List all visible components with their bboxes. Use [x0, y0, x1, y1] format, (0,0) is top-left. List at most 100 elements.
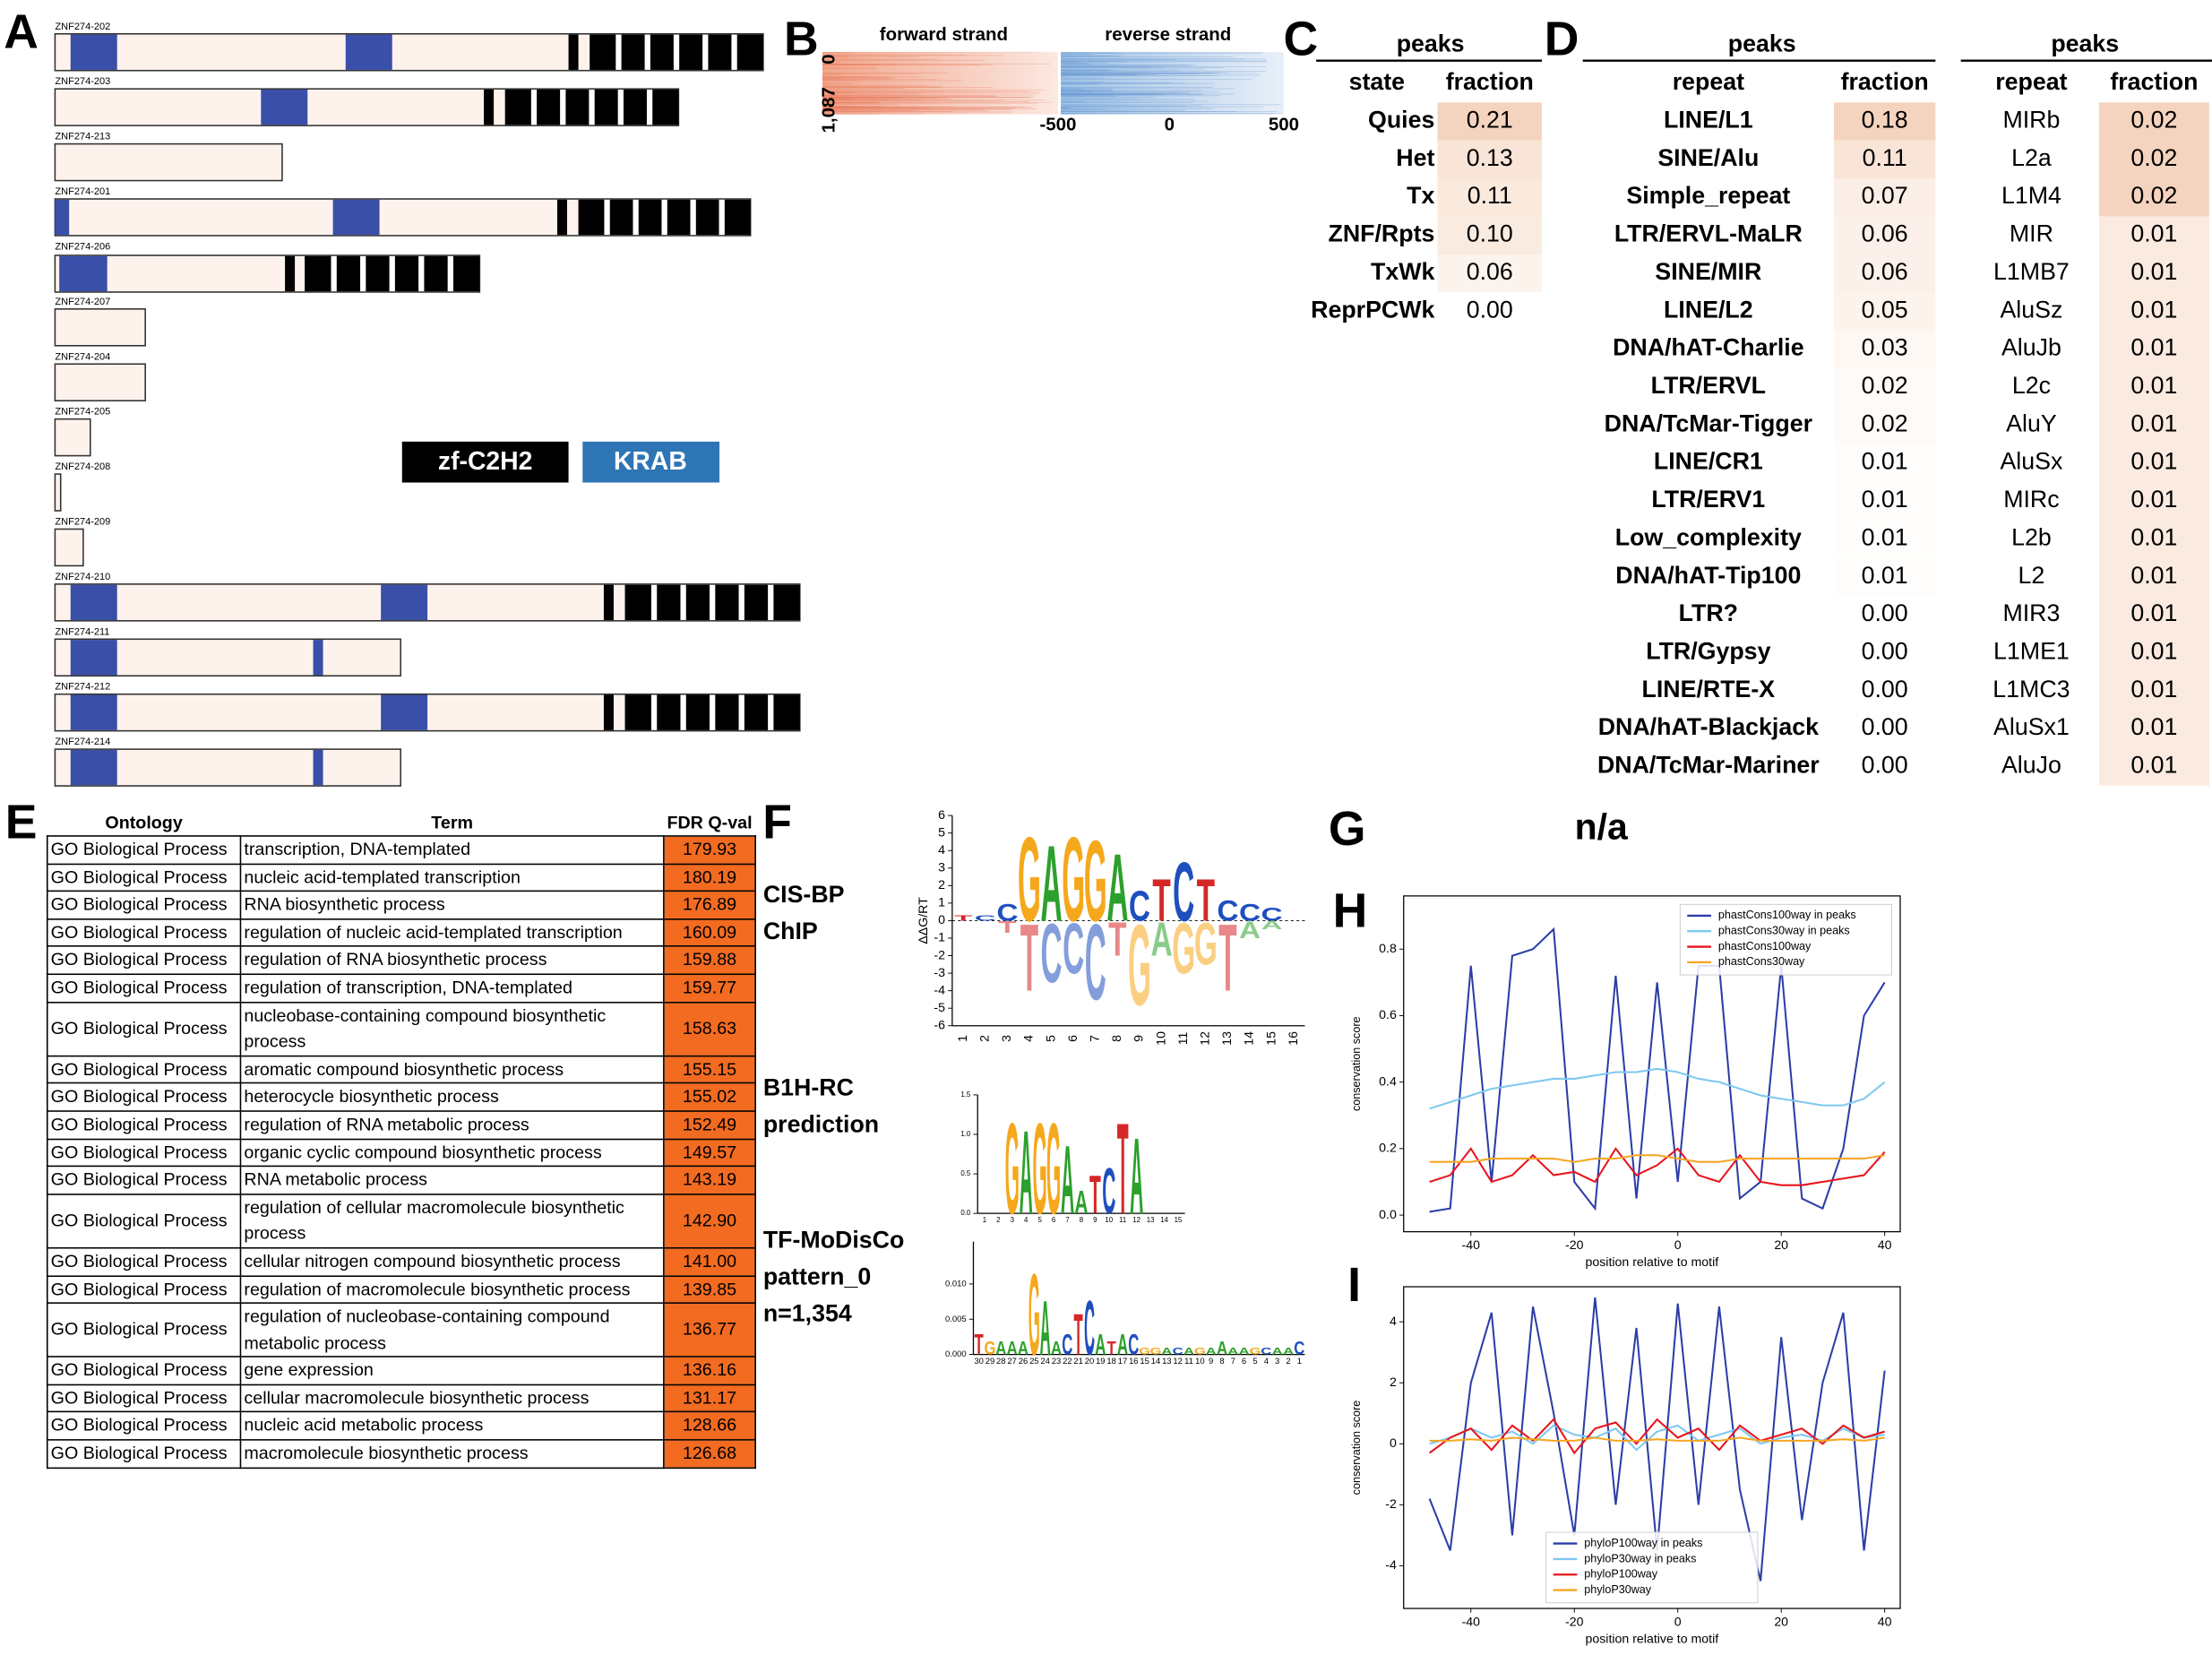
x-tick-label: -20	[1565, 1616, 1584, 1630]
x-tick-label: 8	[1080, 1216, 1084, 1224]
logo-letter: T	[954, 914, 973, 922]
column-header: fraction	[2110, 68, 2198, 95]
x-tick-label: 11	[1184, 1357, 1193, 1366]
logo-letter: A	[1130, 1117, 1143, 1237]
legend-swatch	[401, 441, 569, 483]
logo-letter: C	[1261, 1346, 1271, 1357]
x-tick-label: 2	[996, 1216, 1000, 1224]
transcript-name: ZNF274-208	[55, 461, 110, 472]
row-name: MIR3	[2002, 599, 2060, 626]
table-header: peaks	[1397, 30, 1465, 56]
y-tick-label: -5	[934, 1001, 945, 1015]
krab-domain	[345, 34, 392, 70]
transcript-name: ZNF274-213	[55, 132, 110, 142]
column-header: fraction	[1446, 68, 1534, 95]
logo-letter: T	[1108, 914, 1126, 967]
x-tick-label: 1	[983, 1216, 986, 1224]
fraction-shade	[2099, 254, 2209, 293]
logo-letter: T	[1117, 1096, 1129, 1241]
column-header: fraction	[1841, 68, 1929, 95]
fdr-q-val: 126.68	[663, 1439, 756, 1469]
fraction-shade	[1833, 330, 1936, 368]
plot-frame	[1403, 895, 1901, 1233]
x-tick-label: -40	[1462, 1238, 1481, 1253]
table-row: GO Biological Process gene expression 136.…	[46, 1356, 756, 1386]
row-fraction: 0.02	[2130, 144, 2177, 171]
table-row: GO Biological Process cellular nitrogen c…	[46, 1246, 756, 1277]
legend-label: phastCons100way in peaks	[1718, 909, 1856, 921]
krab-domain	[70, 694, 117, 730]
logo-letter: C	[1062, 1330, 1072, 1361]
krab-domain	[261, 89, 308, 125]
strand-label: forward strand	[880, 24, 1008, 45]
x-tick-label: -40	[1462, 1616, 1481, 1630]
y-tick-label: 1	[938, 896, 945, 910]
table-row: GO Biological Process aromatic compound b…	[46, 1055, 756, 1084]
logo-letter: T	[975, 1330, 984, 1361]
row-fraction: 0.18	[1862, 106, 1908, 133]
zf-domain	[603, 694, 614, 730]
series-line	[1429, 1067, 1886, 1110]
table-row: GO Biological Process regulation of cellu…	[46, 1193, 756, 1249]
logo-letter: T	[1020, 903, 1038, 1011]
transcript-bar	[54, 308, 146, 347]
zf-gap	[731, 34, 737, 70]
zf-gap	[673, 34, 680, 70]
row-name: LINE/L1	[1664, 106, 1753, 133]
row-name: ZNF/Rpts	[1328, 220, 1434, 247]
x-tick-label: -20	[1565, 1238, 1584, 1253]
term: regulation of macromolecule biosynthetic…	[239, 1274, 665, 1305]
y-tick-label: 0	[1390, 1436, 1397, 1451]
method-label: B1H-RC	[763, 1074, 854, 1101]
table-row: GO Biological Process regulation of RNA b…	[46, 945, 756, 975]
fdr-q-val: 176.89	[663, 890, 756, 920]
row-name: LTR?	[1679, 599, 1738, 626]
y-tick-label: 1,087	[818, 87, 839, 133]
ontology: GO Biological Process	[46, 1383, 242, 1413]
zf-domain	[568, 34, 579, 70]
fraction-shade	[1833, 216, 1936, 254]
x-tick-label: 500	[1269, 115, 1299, 135]
term: transcription, DNA-templated	[239, 835, 665, 865]
na-text: n/a	[1575, 806, 1629, 848]
series-line	[1428, 1418, 1885, 1455]
legend-label: phyloP100way in peaks	[1584, 1537, 1702, 1549]
term: organic cyclic compound biosynthetic pro…	[239, 1137, 665, 1168]
y-tick-label: 2	[938, 878, 945, 892]
row-fraction: 0.01	[2130, 523, 2177, 550]
logo-letter: A	[1061, 1125, 1074, 1235]
x-tick-label: 19	[1096, 1357, 1105, 1366]
row-name: Simple_repeat	[1626, 182, 1790, 209]
fdr-q-val: 179.93	[663, 835, 756, 865]
row-name: SINE/MIR	[1655, 258, 1761, 285]
term: aromatic compound biosynthetic process	[239, 1055, 665, 1084]
x-tick-label: 3	[1011, 1216, 1015, 1224]
logo-letter: C	[1261, 903, 1283, 925]
fdr-q-val: 136.77	[663, 1302, 756, 1358]
x-axis-label: position relative to motif	[1585, 1632, 1718, 1646]
row-name: DNA/TcMar-Tigger	[1605, 409, 1812, 436]
row-name: AluJo	[2001, 752, 2061, 779]
term: RNA biosynthetic process	[239, 890, 665, 920]
row-fraction: 0.10	[1467, 220, 1513, 247]
x-tick-label: 16	[1129, 1357, 1139, 1366]
fdr-q-val: 131.17	[663, 1383, 756, 1413]
ontology: GO Biological Process	[46, 863, 242, 892]
x-tick-label: 5	[1252, 1357, 1257, 1366]
zf-gap	[738, 694, 745, 730]
y-tick-label: -3	[934, 966, 945, 980]
x-tick-label: 12	[1132, 1216, 1140, 1224]
term: nucleic acid metabolic process	[239, 1411, 665, 1441]
logo-letter: A	[1106, 833, 1128, 941]
y-axis-label: conservation score	[1350, 1401, 1363, 1496]
logo-letter: T	[1197, 867, 1215, 935]
series-line	[1429, 1147, 1886, 1186]
x-tick-label: 4	[1022, 1035, 1037, 1042]
row-fraction: 0.00	[1862, 676, 1908, 703]
fraction-shade	[1833, 367, 1936, 407]
row-fraction: 0.00	[1467, 296, 1513, 323]
y-tick-label: 3	[938, 861, 945, 875]
zf-gap	[331, 255, 337, 292]
